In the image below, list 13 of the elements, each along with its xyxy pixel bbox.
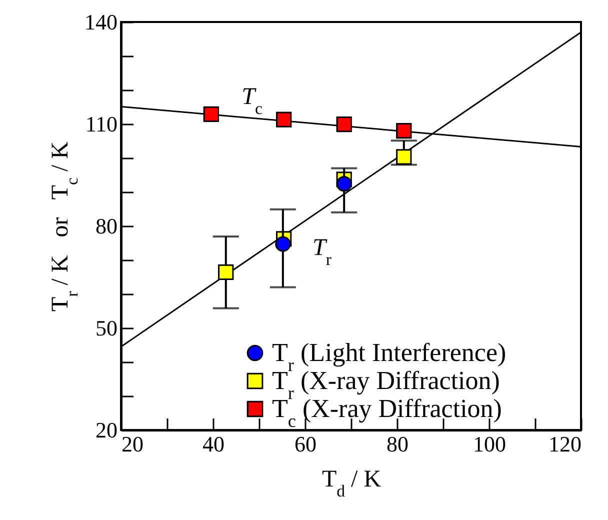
x-tick-label: 60 [294,432,316,456]
annotation: T$_{c}$ [242,84,262,118]
x-tick-label: 100 [473,432,506,456]
y-tick-label: 80 [96,214,118,238]
x-tick-label: 20 [122,432,144,456]
y-tick-label: 50 [96,316,118,340]
x-tick-label: 120 [548,432,582,456]
y-tick-label: 110 [85,112,118,136]
x-tick-label: 80 [386,432,408,456]
y-tick-label: 140 [84,10,118,34]
annotation: T$_{r}$ [312,235,332,268]
x-axis-title: T$_{d}$ / K [322,466,382,500]
x-tick-label: 40 [202,432,224,456]
